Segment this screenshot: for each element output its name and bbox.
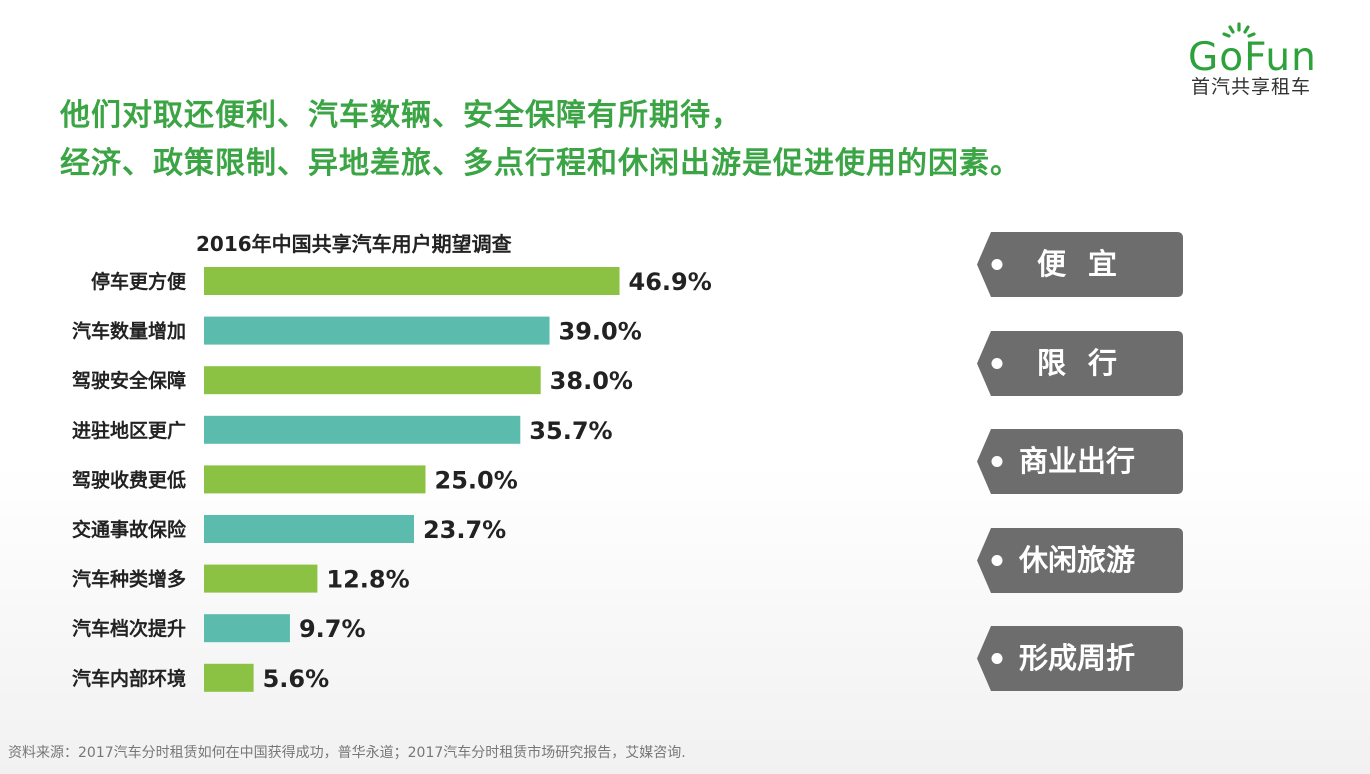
tag-2: 限行 bbox=[977, 330, 1183, 396]
tag-shape-icon bbox=[977, 429, 1183, 494]
category-label-6: 交通事故保险 bbox=[72, 518, 187, 541]
bar-chart: 停车更方便 46.9% 汽车数量增加 39.0% 驾驶安全保障 38.0% 进驻地区更广 35… bbox=[72, 267, 712, 693]
tag-dot-icon bbox=[991, 456, 1003, 467]
tag-dot-icon bbox=[991, 259, 1003, 270]
page-heading: 他们对取还便利、汽车数辆、安全保障有所期待， 经济、政策限制、异地差旅、多点行程… bbox=[60, 92, 1190, 188]
tag-dot-icon bbox=[991, 653, 1003, 664]
bar-1 bbox=[204, 267, 620, 295]
heading-line-1: 他们对取还便利、汽车数辆、安全保障有所期待， bbox=[60, 98, 742, 133]
value-label-8: 9.7% bbox=[299, 615, 366, 643]
bar-6 bbox=[204, 515, 414, 543]
tag-label: 限行 bbox=[1037, 345, 1140, 380]
value-label-5: 25.0% bbox=[435, 466, 518, 494]
tag-dot-icon bbox=[991, 554, 1003, 566]
value-label-6: 23.7% bbox=[423, 516, 506, 544]
gofun-logo: GoFun 首汽共享租车 bbox=[1188, 22, 1346, 100]
bar-2 bbox=[204, 316, 550, 345]
logo-wordmark: GoFun bbox=[1188, 35, 1317, 80]
value-label-7: 12.8% bbox=[326, 566, 409, 594]
tag-label: 形成周折 bbox=[1019, 641, 1136, 675]
category-label-9: 汽车内部环境 bbox=[72, 667, 186, 690]
tag-label: 便宜 bbox=[1037, 247, 1140, 281]
bar-3 bbox=[204, 366, 541, 395]
bar-4 bbox=[204, 415, 521, 444]
category-label-4: 进驻地区更广 bbox=[72, 419, 186, 442]
tag-label: 休闲旅游 bbox=[1019, 542, 1136, 577]
heading-line-2: 经济、政策限制、异地差旅、多点行程和休闲出游是促进使用的因素。 bbox=[60, 146, 1021, 181]
value-label-1: 46.9% bbox=[629, 268, 712, 296]
bar-7 bbox=[204, 564, 318, 593]
tag-3: 商业出行 bbox=[977, 429, 1183, 494]
tag-shape-icon bbox=[977, 330, 1183, 396]
bar-5 bbox=[204, 465, 426, 494]
category-label-7: 汽车种类增多 bbox=[72, 568, 186, 591]
tag-shape-icon bbox=[977, 232, 1183, 297]
bar-8 bbox=[204, 614, 290, 643]
category-label-5: 驾驶收费更低 bbox=[72, 468, 186, 491]
tag-dot-icon bbox=[991, 357, 1003, 369]
value-label-3: 38.0% bbox=[550, 367, 633, 395]
tag-shape-icon bbox=[977, 626, 1183, 691]
value-label-9: 5.6% bbox=[263, 665, 330, 693]
category-label-1: 停车更方便 bbox=[91, 270, 187, 293]
tag-5: 形成周折 bbox=[977, 626, 1183, 691]
tag-4: 休闲旅游 bbox=[977, 527, 1183, 593]
category-label-8: 汽车档次提升 bbox=[72, 617, 186, 640]
factor-tags: 便宜限行商业出行休闲旅游形成周折 bbox=[977, 232, 1187, 725]
chart-title: 2016年中国共享汽车用户期望调查 bbox=[196, 232, 512, 256]
value-label-2: 39.0% bbox=[559, 318, 642, 346]
category-label-2: 汽车数量增加 bbox=[72, 320, 186, 343]
tag-shape-icon bbox=[977, 527, 1183, 593]
bar-9 bbox=[204, 663, 254, 692]
tag-1: 便宜 bbox=[977, 232, 1183, 297]
value-label-4: 35.7% bbox=[529, 417, 612, 445]
sun-rays-icon bbox=[1222, 22, 1256, 38]
logo-subtitle: 首汽共享租车 bbox=[1191, 76, 1312, 98]
source-note: 资料来源：2017汽车分时租赁如何在中国获得成功，普华永道；2017汽车分时租赁… bbox=[8, 745, 686, 761]
category-label-3: 驾驶安全保障 bbox=[72, 369, 186, 392]
tag-label: 商业出行 bbox=[1019, 444, 1136, 478]
